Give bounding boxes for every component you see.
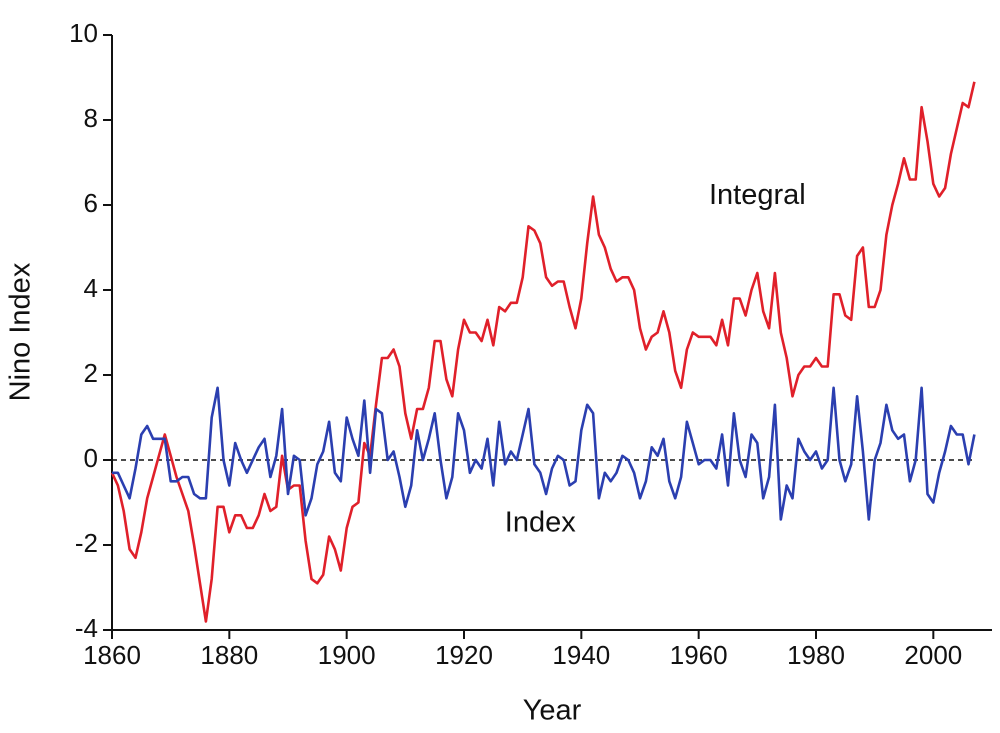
y-tick-label: 0 bbox=[84, 443, 98, 473]
series-line bbox=[110, 81, 976, 623]
annotation: Integral bbox=[709, 179, 806, 211]
x-tick-label: 1880 bbox=[200, 640, 258, 670]
y-tick-label: -4 bbox=[75, 613, 98, 643]
x-tick-label: 1960 bbox=[670, 640, 728, 670]
y-tick-label: 2 bbox=[84, 358, 98, 388]
x-tick-label: 1860 bbox=[83, 640, 141, 670]
x-tick-label: 2000 bbox=[904, 640, 962, 670]
y-axis-label: Nino Index bbox=[5, 262, 37, 401]
x-tick-label: 1900 bbox=[318, 640, 376, 670]
annotation: Index bbox=[505, 506, 576, 538]
x-axis-label: Year bbox=[523, 695, 582, 727]
x-tick-label: 1920 bbox=[435, 640, 493, 670]
y-tick-label: 4 bbox=[84, 273, 98, 303]
y-tick-label: 6 bbox=[84, 188, 98, 218]
x-tick-label: 1940 bbox=[552, 640, 610, 670]
y-tick-label: -2 bbox=[75, 528, 98, 558]
x-tick-label: 1980 bbox=[787, 640, 845, 670]
series-line bbox=[112, 386, 976, 521]
y-tick-label: 10 bbox=[69, 18, 98, 48]
y-tick-label: 8 bbox=[84, 103, 98, 133]
